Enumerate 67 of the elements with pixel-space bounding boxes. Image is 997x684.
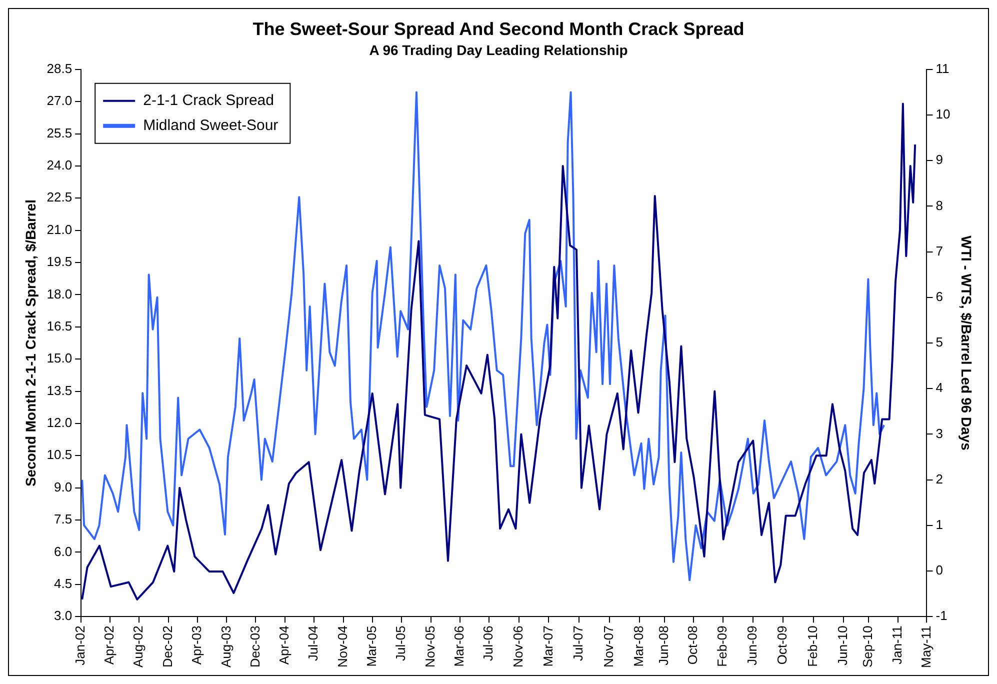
y-tick-label: 25.5 xyxy=(46,125,72,140)
y2-tick-label: 7 xyxy=(936,243,943,258)
x-tick-label: Jul-04 xyxy=(306,626,321,662)
y-tick-label: 3.0 xyxy=(54,608,72,624)
y2-tick-label: 2 xyxy=(936,471,943,486)
x-tick-label: Jan-02 xyxy=(72,626,88,666)
y-tick-label: 16.5 xyxy=(46,318,72,334)
y-tick-label: 15.0 xyxy=(46,350,72,366)
x-tick-label: Dec-02 xyxy=(160,626,175,668)
y-tick-label: 28.5 xyxy=(46,60,72,76)
x-tick-label: Oct-09 xyxy=(774,626,790,665)
y-tick-label: 6.0 xyxy=(54,544,72,559)
legend-label: 2-1-1 Crack Spread xyxy=(143,92,274,110)
y2-tick-label: 11 xyxy=(936,60,950,76)
y-tick-label: 10.5 xyxy=(46,447,72,462)
y-tick-label: 19.5 xyxy=(46,254,72,270)
y2-tick-label: 1 xyxy=(936,516,943,532)
x-tick-label: Nov-06 xyxy=(510,626,526,668)
x-tick-label: Mar-08 xyxy=(631,626,646,667)
x-tick-label: Mar-07 xyxy=(540,626,556,667)
legend-label: Midland Sweet-Sour xyxy=(143,117,278,134)
x-tick-label: Dec-03 xyxy=(247,626,262,668)
y-tick-label: 18.0 xyxy=(46,286,72,302)
y-axis-title: Second Month 2-1-1 Crack Spread, $/Barrel xyxy=(22,199,38,487)
y2-tick-label: 10 xyxy=(936,106,950,122)
x-tick-label: Sep-10 xyxy=(860,626,876,668)
x-tick-label: Jun-08 xyxy=(656,626,672,666)
x-tick-label: Mar-05 xyxy=(364,626,379,667)
y2-tick-label: 0 xyxy=(936,562,943,578)
y-tick-label: 22.5 xyxy=(46,190,72,205)
x-tick-label: Aug-02 xyxy=(130,626,146,668)
x-tick-label: Mar-06 xyxy=(451,626,466,667)
y-tick-label: 21.0 xyxy=(46,222,72,237)
x-tick-label: Aug-03 xyxy=(218,626,234,668)
x-tick-label: Feb-10 xyxy=(805,626,820,667)
y2-tick-label: 5 xyxy=(936,334,943,350)
x-tick-label: Feb-09 xyxy=(714,626,730,667)
chart-title: The Sweet-Sour Spread And Second Month Crack Spread xyxy=(252,18,744,39)
y-tick-label: 4.5 xyxy=(54,576,72,592)
x-tick-label: Apr-02 xyxy=(101,626,116,665)
x-tick-label: Nov-05 xyxy=(422,626,438,668)
x-tick-label: Jan-11 xyxy=(890,626,905,664)
x-tick-label: Jul-07 xyxy=(570,626,586,662)
x-tick-label: Apr-03 xyxy=(189,626,204,665)
y2-tick-label: 8 xyxy=(936,198,943,213)
x-tick-label: Oct-08 xyxy=(685,626,700,665)
y2-tick-label: 6 xyxy=(936,288,943,304)
x-tick-label: Jun-10 xyxy=(834,626,850,666)
y-tick-label: 13.5 xyxy=(46,382,72,398)
y2-axis-title: WTI - WTS, $/Barrel Led 96 Days xyxy=(958,236,975,451)
chart-subtitle: A 96 Trading Day Leading Relationship xyxy=(369,42,628,58)
y-tick-label: 27.0 xyxy=(46,93,72,108)
x-tick-label: Jul-05 xyxy=(393,626,408,662)
x-tick-label: Jun-09 xyxy=(744,626,760,666)
y2-tick-label: 4 xyxy=(936,380,943,396)
x-tick-label: Nov-07 xyxy=(601,626,616,668)
x-tick-label: Jul-06 xyxy=(480,626,496,662)
x-tick-label: Apr-04 xyxy=(276,626,292,665)
y2-tick-label: -1 xyxy=(936,608,948,624)
x-tick-label: May-11 xyxy=(918,626,934,668)
y2-tick-label: 9 xyxy=(936,152,943,168)
y-tick-label: 7.5 xyxy=(54,512,72,527)
y-tick-label: 12.0 xyxy=(46,415,72,430)
y-tick-label: 9.0 xyxy=(54,479,72,494)
y-tick-label: 24.0 xyxy=(46,158,72,173)
y2-tick-label: 3 xyxy=(936,426,943,441)
x-tick-label: Nov-04 xyxy=(335,626,350,668)
